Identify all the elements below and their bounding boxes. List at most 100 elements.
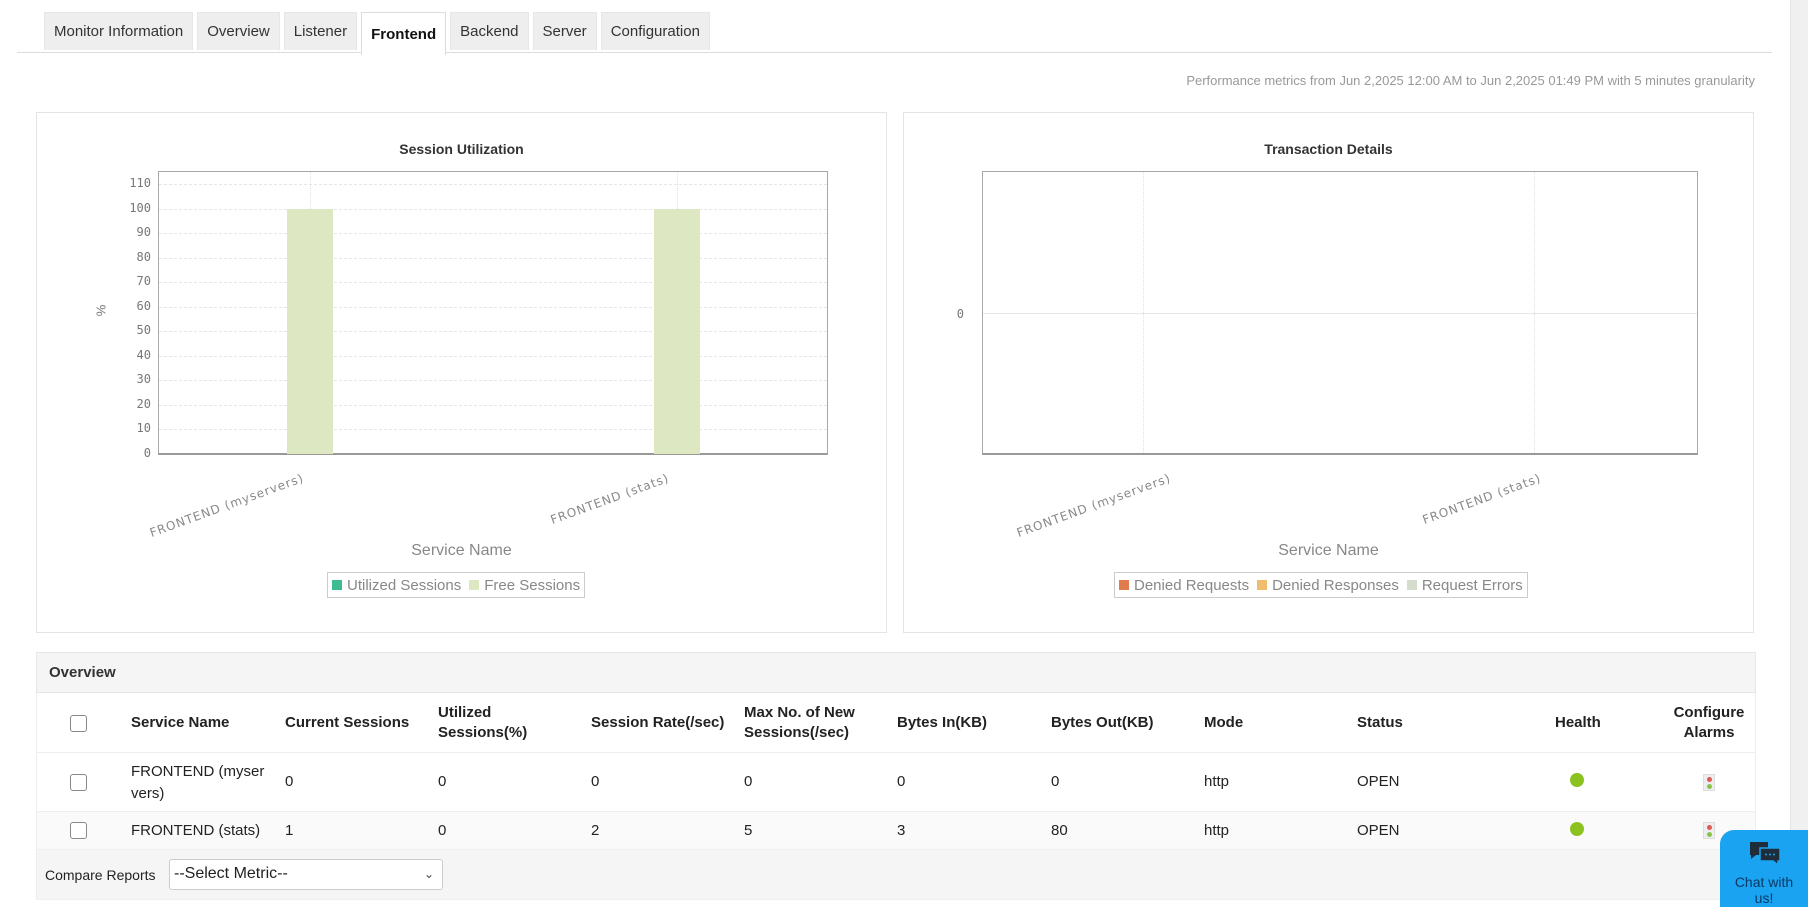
col-label: Max No. of New bbox=[744, 704, 855, 721]
chart-legend: Utilized Sessions Free Sessions bbox=[327, 572, 586, 598]
col-bytes-in[interactable]: Bytes In(KB) bbox=[897, 714, 988, 731]
tab-listener[interactable]: Listener bbox=[283, 12, 358, 50]
overview-table: Service Name Current Sessions Utilized S… bbox=[36, 693, 1756, 850]
configure-alarm-icon[interactable] bbox=[1703, 822, 1715, 839]
table-row: FRONTEND (myser vers) 0 0 0 0 0 0 http O… bbox=[37, 753, 1755, 812]
legend-free-sessions[interactable]: Free Sessions bbox=[469, 577, 580, 594]
col-service-name[interactable]: Service Name bbox=[131, 714, 230, 731]
compare-reports-bar: Compare Reports --Select Metric-- ⌄ bbox=[36, 850, 1756, 900]
y-tick: 110 bbox=[129, 176, 151, 190]
chart-title: Transaction Details bbox=[1264, 141, 1393, 157]
legend-label: Utilized Sessions bbox=[347, 576, 462, 594]
col-status[interactable]: Status bbox=[1357, 714, 1403, 731]
session-rate-value: 2 bbox=[591, 822, 600, 839]
max-new-sessions-value: 5 bbox=[744, 822, 753, 839]
plot-area bbox=[982, 171, 1698, 455]
y-tick: 100 bbox=[129, 201, 151, 215]
service-name-link[interactable]: FRONTEND (myser vers) bbox=[131, 761, 264, 805]
y-tick: 60 bbox=[136, 299, 151, 313]
service-name-text: FRONTEND (myser bbox=[131, 763, 265, 780]
bytes-out-value: 0 bbox=[1051, 773, 1060, 790]
mode-value: http bbox=[1204, 773, 1230, 790]
health-status-icon[interactable] bbox=[1570, 822, 1584, 836]
row-checkbox[interactable] bbox=[70, 822, 87, 839]
legend-utilized-sessions[interactable]: Utilized Sessions bbox=[332, 577, 461, 594]
col-label: Sessions(%) bbox=[438, 724, 528, 741]
col-label: Alarms bbox=[1683, 724, 1735, 741]
col-bytes-out[interactable]: Bytes Out(KB) bbox=[1051, 714, 1154, 731]
y-tick: 10 bbox=[136, 421, 151, 435]
tab-server[interactable]: Server bbox=[532, 12, 597, 50]
status-value: OPEN bbox=[1357, 773, 1400, 790]
session-utilization-panel: Session Utilization % 110 100 90 80 70 6… bbox=[36, 112, 887, 633]
legend-label: Request Errors bbox=[1421, 576, 1523, 594]
max-new-sessions-value: 0 bbox=[744, 773, 753, 790]
col-max-new-sessions[interactable]: Max No. of New Sessions(/sec) bbox=[744, 703, 855, 743]
col-session-rate[interactable]: Session Rate(/sec) bbox=[591, 714, 725, 731]
legend-request-errors[interactable]: Request Errors bbox=[1406, 576, 1523, 594]
y-tick: 90 bbox=[136, 225, 151, 239]
x-tick: FRONTEND (stats) bbox=[548, 471, 671, 527]
metric-select-value: --Select Metric-- bbox=[174, 865, 288, 882]
utilized-sessions-value: 0 bbox=[438, 773, 447, 790]
row-checkbox[interactable] bbox=[70, 774, 87, 791]
tab-overview[interactable]: Overview bbox=[197, 12, 280, 50]
bar-frontend-stats-free[interactable] bbox=[654, 209, 700, 454]
x-axis-title: Service Name bbox=[1278, 542, 1379, 559]
chat-widget-button[interactable]: Chat with us! bbox=[1720, 830, 1808, 907]
y-tick: 40 bbox=[136, 348, 151, 362]
col-label: Utilized bbox=[438, 704, 492, 721]
bar-frontend-myservers-free[interactable] bbox=[287, 209, 333, 454]
configure-alarm-icon[interactable] bbox=[1703, 774, 1715, 791]
service-name-text: vers) bbox=[131, 785, 165, 802]
x-tick: FRONTEND (stats) bbox=[1420, 471, 1543, 527]
x-tick: FRONTEND (myservers) bbox=[1014, 471, 1173, 540]
chevron-down-icon: ⌄ bbox=[423, 867, 434, 881]
bytes-in-value: 0 bbox=[897, 773, 906, 790]
tab-frontend[interactable]: Frontend bbox=[361, 12, 447, 55]
chat-label: Chat with us! bbox=[1734, 874, 1794, 906]
current-sessions-value: 0 bbox=[285, 773, 294, 790]
col-mode[interactable]: Mode bbox=[1204, 714, 1244, 731]
tabs-divider bbox=[17, 52, 1772, 53]
col-label: Configure bbox=[1673, 704, 1745, 721]
col-current-sessions[interactable]: Current Sessions bbox=[285, 714, 410, 731]
compare-reports-label: Compare Reports bbox=[45, 867, 156, 883]
legend-swatch bbox=[469, 580, 480, 590]
legend-swatch bbox=[332, 580, 342, 590]
col-utilized-sessions[interactable]: Utilized Sessions(%) bbox=[438, 703, 527, 743]
tab-monitor-information[interactable]: Monitor Information bbox=[44, 12, 194, 50]
plot-area bbox=[158, 171, 828, 455]
legend-label: Free Sessions bbox=[484, 576, 581, 594]
y-tick: 20 bbox=[136, 397, 151, 411]
tab-configuration[interactable]: Configuration bbox=[600, 12, 710, 50]
mode-value: http bbox=[1204, 822, 1230, 839]
service-name-link[interactable]: FRONTEND (stats) bbox=[131, 822, 261, 839]
transaction-details-panel: Transaction Details 0 FRONTEND (myserver… bbox=[903, 112, 1754, 633]
col-configure-alarms: Configure Alarms bbox=[1669, 703, 1749, 743]
status-value: OPEN bbox=[1357, 822, 1400, 839]
legend-denied-requests[interactable]: Denied Requests bbox=[1119, 577, 1249, 594]
tab-bar: Monitor Information Overview Listener Fr… bbox=[44, 12, 710, 55]
tab-backend[interactable]: Backend bbox=[450, 12, 529, 50]
select-all-checkbox[interactable] bbox=[70, 715, 87, 732]
page-scrollbar[interactable] bbox=[1790, 0, 1808, 907]
bytes-out-value: 80 bbox=[1051, 822, 1068, 839]
metric-select[interactable]: --Select Metric-- ⌄ bbox=[169, 859, 443, 890]
legend-label: Denied Requests bbox=[1134, 576, 1250, 594]
utilized-sessions-value: 0 bbox=[438, 822, 447, 839]
legend-label: Denied Responses bbox=[1272, 576, 1399, 594]
health-status-icon[interactable] bbox=[1570, 773, 1584, 787]
y-axis-label: % bbox=[93, 304, 109, 317]
legend-denied-responses[interactable]: Denied Responses bbox=[1257, 577, 1399, 594]
legend-swatch bbox=[1257, 580, 1268, 590]
legend-swatch bbox=[1119, 580, 1129, 590]
x-axis-title: Service Name bbox=[411, 542, 512, 559]
y-tick: 50 bbox=[136, 323, 151, 337]
y-tick: 0 bbox=[956, 307, 964, 321]
bytes-in-value: 3 bbox=[897, 822, 906, 839]
chart-title: Session Utilization bbox=[399, 141, 524, 157]
x-tick: FRONTEND (myservers) bbox=[147, 471, 306, 540]
col-health: Health bbox=[1555, 714, 1601, 731]
legend-swatch bbox=[1406, 580, 1417, 590]
